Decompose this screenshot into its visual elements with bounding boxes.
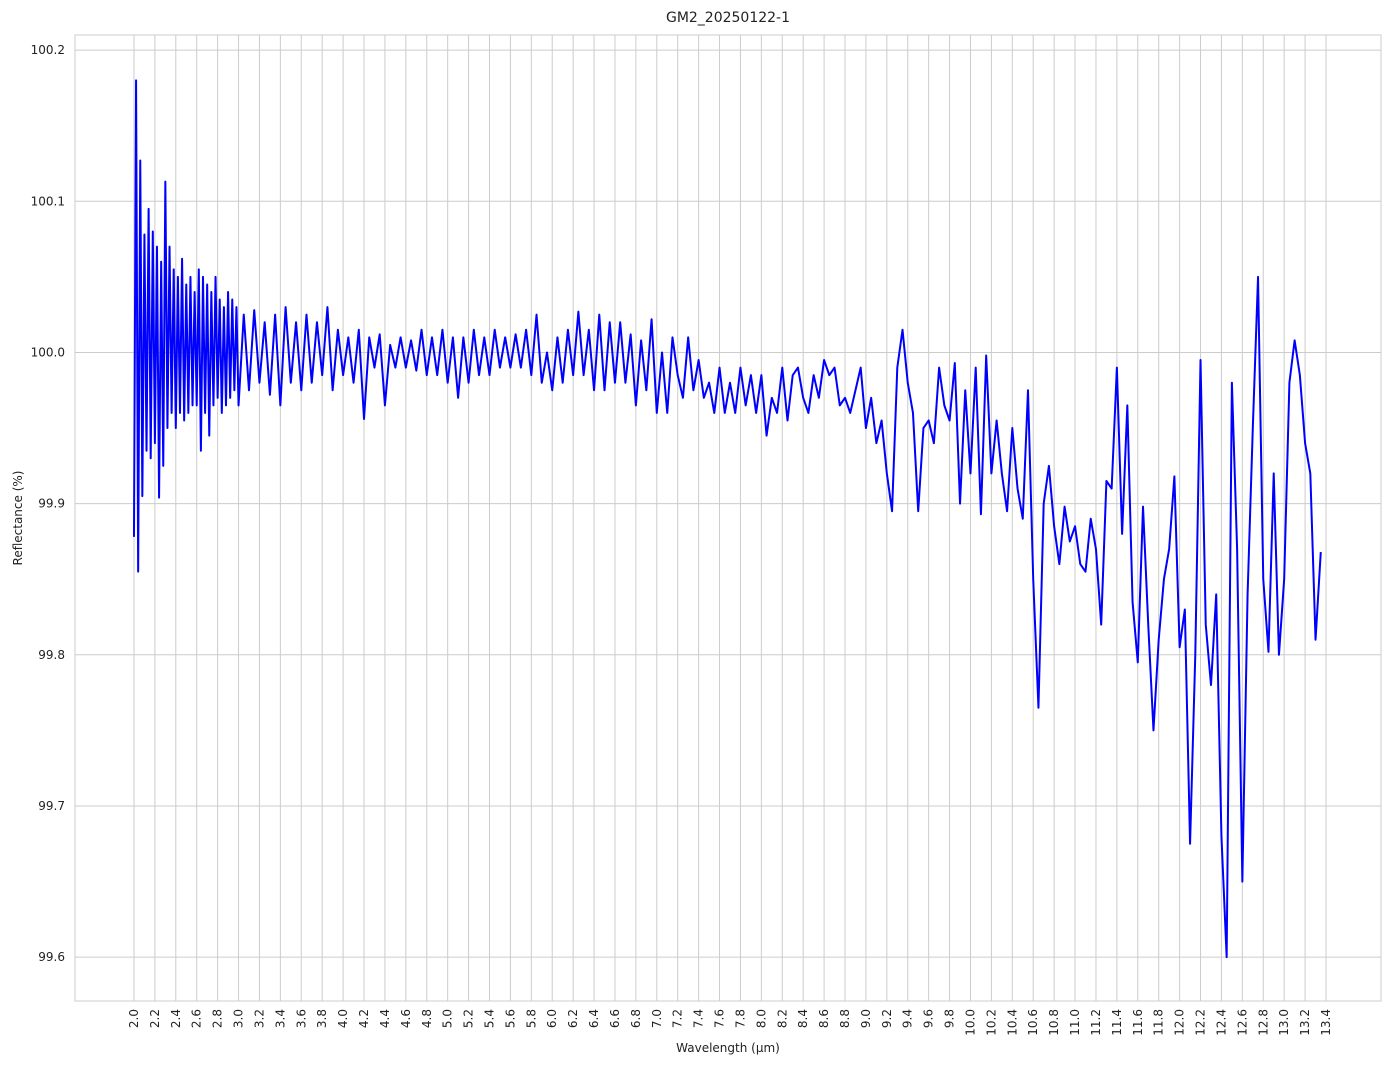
y-tick-label: 100.2	[31, 43, 65, 57]
x-tick-label: 2.2	[148, 1009, 162, 1028]
x-tick-label: 8.6	[817, 1009, 831, 1028]
x-tick-label: 6.8	[629, 1009, 643, 1028]
x-tick-label: 8.0	[754, 1009, 768, 1028]
x-tick-label: 2.8	[211, 1009, 225, 1028]
y-tick-label: 100.0	[31, 345, 65, 359]
x-tick-label: 6.2	[566, 1009, 580, 1028]
x-tick-label: 4.2	[357, 1009, 371, 1028]
x-tick-label: 9.0	[859, 1009, 873, 1028]
x-tick-label: 7.0	[650, 1009, 664, 1028]
x-tick-label: 10.2	[984, 1009, 998, 1036]
y-tick-label: 100.1	[31, 194, 65, 208]
y-tick-label: 99.9	[38, 497, 65, 511]
plot-border	[74, 34, 1382, 1002]
x-tick-label: 8.2	[775, 1009, 789, 1028]
x-tick-label: 6.4	[587, 1009, 601, 1028]
y-tick-label: 99.6	[38, 950, 65, 964]
x-tick-label: 3.8	[315, 1009, 329, 1028]
x-tick-label: 9.8	[943, 1009, 957, 1028]
x-axis-label: Wavelength (µm)	[676, 1041, 780, 1055]
x-tick-label: 9.4	[901, 1009, 915, 1028]
x-tick-label: 10.4	[1005, 1009, 1019, 1036]
x-tick-label: 9.2	[880, 1009, 894, 1028]
y-axis-label: Reflectance (%)	[11, 471, 25, 566]
y-tick-label: 99.7	[38, 799, 65, 813]
x-tick-label: 13.0	[1277, 1009, 1291, 1036]
x-tick-label: 3.0	[232, 1009, 246, 1028]
x-tick-label: 2.0	[127, 1009, 141, 1028]
x-tick-label: 11.6	[1131, 1009, 1145, 1036]
x-tick-label: 2.6	[190, 1009, 204, 1028]
x-tick-label: 7.6	[713, 1009, 727, 1028]
x-tick-label: 12.0	[1173, 1009, 1187, 1036]
x-tick-label: 7.4	[692, 1009, 706, 1028]
x-tick-label: 4.8	[420, 1009, 434, 1028]
x-tick-label: 11.4	[1110, 1009, 1124, 1036]
x-tick-label: 11.2	[1089, 1009, 1103, 1036]
x-tick-label: 13.4	[1319, 1009, 1333, 1036]
x-tick-label: 5.0	[441, 1009, 455, 1028]
x-tick-label: 2.4	[169, 1009, 183, 1028]
x-tick-label: 3.4	[273, 1009, 287, 1028]
y-tick-label: 99.8	[38, 648, 65, 662]
x-tick-label: 8.4	[796, 1009, 810, 1028]
x-tick-label: 6.6	[608, 1009, 622, 1028]
x-tick-label: 5.4	[482, 1009, 496, 1028]
chart-title: GM2_20250122-1	[666, 10, 790, 26]
x-tick-label: 12.2	[1194, 1009, 1208, 1036]
x-tick-label: 10.8	[1047, 1009, 1061, 1036]
x-tick-label: 9.6	[922, 1009, 936, 1028]
x-tick-label: 7.8	[733, 1009, 747, 1028]
x-tick-label: 3.2	[252, 1009, 266, 1028]
x-tick-label: 11.8	[1152, 1009, 1166, 1036]
data-line	[132, 79, 1322, 959]
x-tick-label: 10.0	[963, 1009, 977, 1036]
x-tick-label: 4.0	[336, 1009, 350, 1028]
x-tick-label: 12.4	[1214, 1009, 1228, 1036]
x-tick-label: 3.6	[294, 1009, 308, 1028]
x-tick-label: 5.2	[462, 1009, 476, 1028]
x-tick-label: 7.2	[671, 1009, 685, 1028]
x-tick-label: 13.2	[1298, 1009, 1312, 1036]
x-tick-label: 5.6	[503, 1009, 517, 1028]
x-tick-label: 10.6	[1026, 1009, 1040, 1036]
x-tick-label: 4.6	[399, 1009, 413, 1028]
x-tick-label: 6.0	[545, 1009, 559, 1028]
x-tick-label: 8.8	[838, 1009, 852, 1028]
x-tick-label: 12.8	[1256, 1009, 1270, 1036]
x-tick-label: 11.0	[1068, 1009, 1082, 1036]
x-tick-label: 12.6	[1235, 1009, 1249, 1036]
x-tick-label: 4.4	[378, 1009, 392, 1028]
x-tick-label: 5.8	[524, 1009, 538, 1028]
